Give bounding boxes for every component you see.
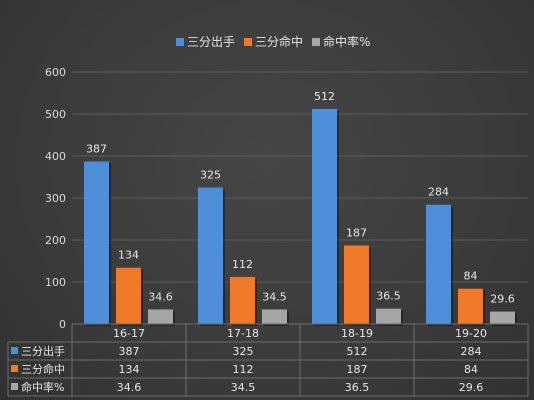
bar <box>198 187 223 324</box>
legend-swatch <box>176 38 184 46</box>
bar <box>458 288 483 324</box>
table-cell: 187 <box>347 363 368 376</box>
y-tick-label: 100 <box>45 276 66 289</box>
y-tick-label: 500 <box>45 108 66 121</box>
bar <box>376 308 401 324</box>
legend-swatch <box>244 38 252 46</box>
bar <box>312 108 337 325</box>
table-cell: 134 <box>119 363 140 376</box>
bar <box>262 309 287 324</box>
bar <box>116 267 141 324</box>
table-row-label: 三分出手 <box>21 344 65 358</box>
table-cell: 34.5 <box>231 381 256 394</box>
y-tick-label: 300 <box>45 192 66 205</box>
legend-label: 三分出手 <box>187 35 235 49</box>
data-label: 284 <box>428 186 449 199</box>
legend-label: 命中率% <box>323 34 370 49</box>
table-cell: 112 <box>233 363 254 376</box>
table-cell: 284 <box>461 345 482 358</box>
data-label: 29.6 <box>490 293 515 306</box>
x-tick-label: 17-18 <box>227 327 259 340</box>
data-label: 387 <box>86 142 107 155</box>
table-cell: 29.6 <box>459 381 484 394</box>
bar <box>84 161 109 324</box>
table-cell: 325 <box>233 345 254 358</box>
table-cell: 34.6 <box>117 381 142 394</box>
table-legend-swatch <box>11 365 18 372</box>
data-label: 34.5 <box>262 291 287 304</box>
bar <box>230 276 255 324</box>
data-label: 512 <box>314 90 335 103</box>
y-tick-label: 600 <box>45 66 66 79</box>
data-label: 36.5 <box>376 290 401 303</box>
data-label: 34.6 <box>148 290 173 303</box>
data-label: 112 <box>232 258 253 271</box>
table-cell: 387 <box>119 345 140 358</box>
bar <box>426 204 451 324</box>
table-row-label: 命中率% <box>21 380 64 394</box>
table-cell: 84 <box>464 363 478 376</box>
data-label: 325 <box>200 169 221 182</box>
y-tick-label: 200 <box>45 234 66 247</box>
legend-swatch <box>312 38 320 46</box>
table-legend-swatch <box>11 383 18 390</box>
table-cell: 36.5 <box>345 381 370 394</box>
table-legend-swatch <box>11 347 18 354</box>
legend-label: 三分命中 <box>255 34 303 49</box>
table-cell: 512 <box>347 345 368 358</box>
x-tick-label: 18-19 <box>341 327 373 340</box>
x-tick-label: 16-17 <box>113 327 145 340</box>
table-row-label: 三分命中 <box>21 362 65 376</box>
y-tick-label: 0 <box>59 318 66 331</box>
bar <box>490 311 515 324</box>
data-label: 187 <box>346 226 367 239</box>
data-label: 134 <box>118 249 139 262</box>
data-label: 84 <box>464 270 478 283</box>
bar <box>148 309 173 324</box>
x-tick-label: 19-20 <box>455 327 487 340</box>
bar <box>344 245 369 324</box>
y-tick-label: 400 <box>45 150 66 163</box>
